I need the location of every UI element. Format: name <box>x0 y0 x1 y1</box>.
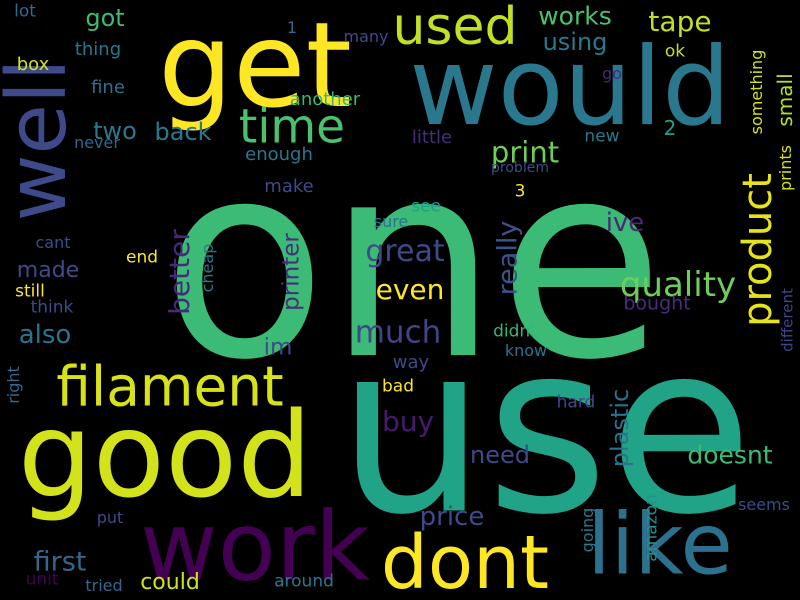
cloud-word-small: small <box>773 73 797 127</box>
cloud-word-printer: printer <box>278 233 305 311</box>
cloud-word-could: could <box>140 570 200 595</box>
cloud-word-cheap: cheap <box>198 243 217 293</box>
cloud-word-3: 3 <box>514 181 526 202</box>
cloud-word-tried: tried <box>85 576 123 595</box>
cloud-word-still: still <box>15 281 45 302</box>
cloud-word-2: 2 <box>663 116 677 140</box>
cloud-word-first: first <box>33 546 87 578</box>
cloud-word-plastic: plastic <box>606 388 634 468</box>
cloud-word-problem: problem <box>491 160 549 176</box>
cloud-word-need: need <box>470 441 530 469</box>
cloud-word-buy: buy <box>381 405 435 438</box>
cloud-word-dont: dont <box>380 520 550 600</box>
cloud-word-different: different <box>778 288 797 352</box>
cloud-word-sure: sure <box>373 212 409 231</box>
cloud-word-put: put <box>96 508 124 527</box>
cloud-word-much: much <box>354 314 442 351</box>
cloud-word-end: end <box>125 247 159 268</box>
cloud-word-unit: unit <box>25 569 59 590</box>
cloud-word-enough: enough <box>245 144 313 165</box>
cloud-word-product: product <box>735 173 781 327</box>
cloud-word-go: go <box>602 64 622 83</box>
cloud-word-bad: bad <box>382 376 414 397</box>
cloud-word-quality: quality <box>619 265 737 305</box>
cloud-word-lot: lot <box>14 1 36 22</box>
cloud-word-filament: filament <box>56 354 284 419</box>
cloud-word-even: even <box>375 273 445 306</box>
cloud-word-bought: bought <box>623 292 691 315</box>
cloud-word-doesnt: doesnt <box>687 440 773 470</box>
cloud-word-around: around <box>274 571 334 592</box>
cloud-word-use: use <box>337 293 753 567</box>
cloud-word-got: got <box>85 4 125 32</box>
cloud-word-using: using <box>542 28 608 56</box>
cloud-word-made: made <box>16 258 80 283</box>
cloud-word-two: two <box>93 117 137 145</box>
cloud-word-really: really <box>492 220 524 296</box>
cloud-word-fine: fine <box>91 77 125 98</box>
cloud-word-get: get <box>158 0 352 134</box>
cloud-word-think: think <box>30 297 74 318</box>
cloud-word-used: used <box>392 0 518 57</box>
cloud-word-new: new <box>584 126 620 147</box>
cloud-word-something: something <box>747 49 766 135</box>
cloud-word-great: great <box>365 234 445 269</box>
cloud-word-know: know <box>504 341 548 360</box>
cloud-word-see: see <box>411 196 441 217</box>
cloud-word-like: like <box>587 495 733 595</box>
cloud-word-thing: thing <box>74 39 122 60</box>
cloud-word-right: right <box>4 366 23 404</box>
cloud-word-tape: tape <box>648 5 712 38</box>
cloud-word-also: also <box>18 320 72 350</box>
cloud-word-time: time <box>238 99 346 155</box>
cloud-word-ive: ive <box>605 208 645 238</box>
cloud-word-box: box <box>16 54 50 75</box>
cloud-word-good: good <box>17 386 313 524</box>
cloud-word-prints: prints <box>776 145 795 191</box>
cloud-word-work: work <box>140 492 370 600</box>
cloud-word-going: going <box>578 507 597 553</box>
cloud-word-never: never <box>74 133 120 152</box>
cloud-word-make: make <box>264 176 314 197</box>
cloud-word-didnt: didnt <box>493 321 537 342</box>
cloud-word-back: back <box>154 118 212 146</box>
cloud-word-works: works <box>538 1 612 31</box>
cloud-word-ok: ok <box>664 41 686 62</box>
cloud-word-another: another <box>289 89 361 110</box>
cloud-word-price: price <box>419 502 485 532</box>
cloud-word-better: better <box>163 229 196 315</box>
cloud-word-hard: hard <box>556 392 596 413</box>
cloud-word-print: print <box>490 135 560 170</box>
cloud-word-many: many <box>343 27 389 46</box>
cloud-word-cant: cant <box>35 233 71 252</box>
cloud-word-well: well <box>0 58 85 222</box>
cloud-word-1: 1 <box>286 18 298 37</box>
cloud-word-would: would <box>409 25 731 150</box>
cloud-word-amazon: amazon <box>641 494 662 562</box>
cloud-word-seems: seems <box>738 495 790 514</box>
cloud-word-one: one <box>161 104 665 419</box>
cloud-word-im: im <box>263 334 293 361</box>
cloud-word-way: way <box>392 352 430 373</box>
cloud-word-little: little <box>411 127 453 148</box>
